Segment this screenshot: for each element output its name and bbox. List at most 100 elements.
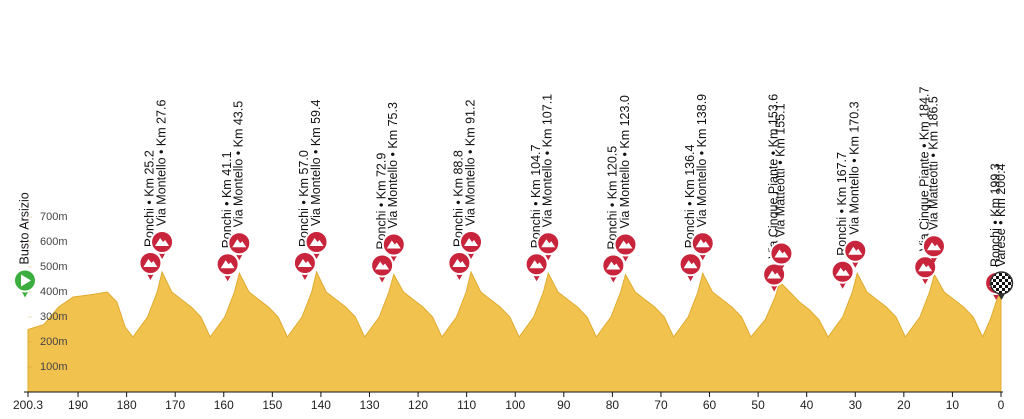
waypoint-marker (769, 241, 794, 271)
y-tick-label: 300m (40, 311, 68, 323)
mountain-icon (926, 242, 941, 251)
waypoint-label: Ronchi • Km 167.7 (835, 152, 849, 256)
waypoint-label: Via Montello • Km 91.2 (463, 100, 477, 226)
mountain-icon (529, 260, 544, 269)
y-tick-label: 600m (40, 236, 68, 248)
x-tick-label: 140 (311, 398, 331, 412)
x-tick-label: 160 (214, 398, 234, 412)
waypoint-label: Ronchi • Km 41.1 (220, 151, 234, 248)
waypoint-marker (138, 251, 163, 280)
y-tick-label: 100m (40, 361, 68, 373)
x-tick-label: 80 (606, 398, 620, 412)
waypoint-label: Via Cinque Piante • Km 153.6 (766, 94, 780, 259)
waypoint-label: Ronchi • Km 25.2 (143, 150, 157, 247)
mountain-icon (835, 267, 850, 276)
mountain-icon (309, 238, 324, 246)
mountain-icon (143, 259, 158, 267)
start-marker (13, 268, 37, 298)
mountain-icon (848, 246, 863, 255)
y-tick-label: 400m (40, 286, 68, 298)
waypoint-marker (843, 238, 868, 268)
mountain-icon (220, 260, 235, 269)
x-tick-label: 180 (117, 398, 137, 412)
x-tick-label: 110 (457, 398, 476, 412)
waypoint-marker (762, 262, 787, 292)
waypoint-label: Via Matteotti • Km 186.5 (926, 96, 940, 230)
waypoint-label: Busto Arsizio (17, 192, 31, 264)
waypoint-marker (459, 230, 484, 259)
waypoint-label: Via Montello • Km 75.3 (386, 102, 400, 228)
y-tick-label: 700m (40, 211, 68, 223)
waypoint-marker (370, 253, 395, 283)
y-tick-label: 500m (40, 261, 68, 273)
waypoint-marker (989, 271, 1014, 300)
x-tick-label: 130 (359, 398, 379, 412)
x-tick-label: 190 (68, 398, 88, 412)
waypoint-label: Ronchi • Km 199.3 (988, 163, 1002, 267)
waypoint-marker (690, 231, 715, 261)
waypoint-marker (215, 252, 240, 282)
mountain-icon (452, 259, 467, 267)
waypoint-marker (381, 232, 406, 262)
waypoint-label: Via Montello • Km 107.1 (541, 94, 555, 227)
x-tick-label: 100 (505, 398, 525, 412)
waypoint-label: Ronchi • Km 57.0 (297, 150, 311, 247)
waypoint-label: Via Matteotti • Km 155.1 (774, 103, 788, 237)
mountain-icon (606, 261, 621, 270)
waypoint-marker (601, 253, 626, 283)
x-tick-label: 10 (946, 398, 960, 412)
waypoint-marker (447, 251, 472, 280)
elevation-area (27, 270, 1002, 393)
mountain-icon (774, 249, 789, 258)
mountain-icon (375, 261, 390, 270)
x-tick-label: 20 (897, 398, 911, 412)
waypoint-label: Via Montello • Km 27.6 (154, 100, 168, 226)
waypoint-marker (921, 234, 946, 264)
waypoint-label: Ronchi • Km 136.4 (683, 144, 697, 248)
y-tick-label: 200m (40, 336, 68, 348)
mountain-icon (155, 238, 170, 246)
waypoint-marker (678, 252, 703, 282)
x-tick-label: 200.3 (13, 398, 43, 412)
waypoint-marker (292, 251, 317, 280)
waypoint-label: Via Cinque Piante • Km 184.7 (918, 87, 932, 252)
mountain-icon (386, 240, 401, 249)
mountain-icon (541, 239, 556, 248)
waypoint-label: Ronchi • Km 120.5 (606, 146, 620, 250)
waypoint-label: Ronchi • Km 104.7 (529, 144, 543, 248)
mountain-icon (232, 239, 247, 248)
waypoint-marker (304, 230, 329, 259)
waypoint-label: Via Montello • Km 170.3 (848, 101, 862, 234)
play-icon (21, 274, 31, 287)
waypoint-label: Via Montello • Km 43.5 (232, 101, 246, 227)
pin-head (989, 271, 1014, 295)
waypoint-marker (150, 230, 175, 259)
waypoint-marker (227, 231, 252, 261)
mountain-icon (618, 240, 633, 249)
waypoint-label: Via Montello • Km 138.9 (695, 94, 709, 227)
x-tick-label: 120 (408, 398, 428, 412)
x-tick-label: 0 (998, 398, 1005, 412)
mountain-icon (297, 259, 312, 267)
waypoint-label: Via Montello • Km 123.0 (618, 95, 632, 228)
x-tick-label: 70 (654, 398, 668, 412)
x-tick-label: 150 (262, 398, 282, 412)
mountain-icon (464, 238, 479, 246)
waypoint-marker (613, 232, 638, 262)
waypoint-marker (524, 252, 549, 282)
x-tick-label: 30 (849, 398, 863, 412)
x-tick-label: 40 (800, 398, 814, 412)
waypoint-label: Ronchi • Km 72.9 (374, 153, 388, 250)
waypoint-marker (830, 259, 855, 289)
mountain-icon (918, 263, 933, 272)
waypoint-marker (536, 231, 561, 261)
mountain-icon (683, 260, 698, 269)
x-tick-label: 170 (165, 398, 185, 412)
mountain-icon (695, 239, 710, 248)
mountain-icon (767, 270, 782, 279)
waypoint-label: Varese • Km 200.4 (994, 163, 1008, 267)
x-tick-label: 60 (703, 398, 717, 412)
x-tick-label: 90 (557, 398, 571, 412)
waypoint-marker (913, 255, 938, 285)
